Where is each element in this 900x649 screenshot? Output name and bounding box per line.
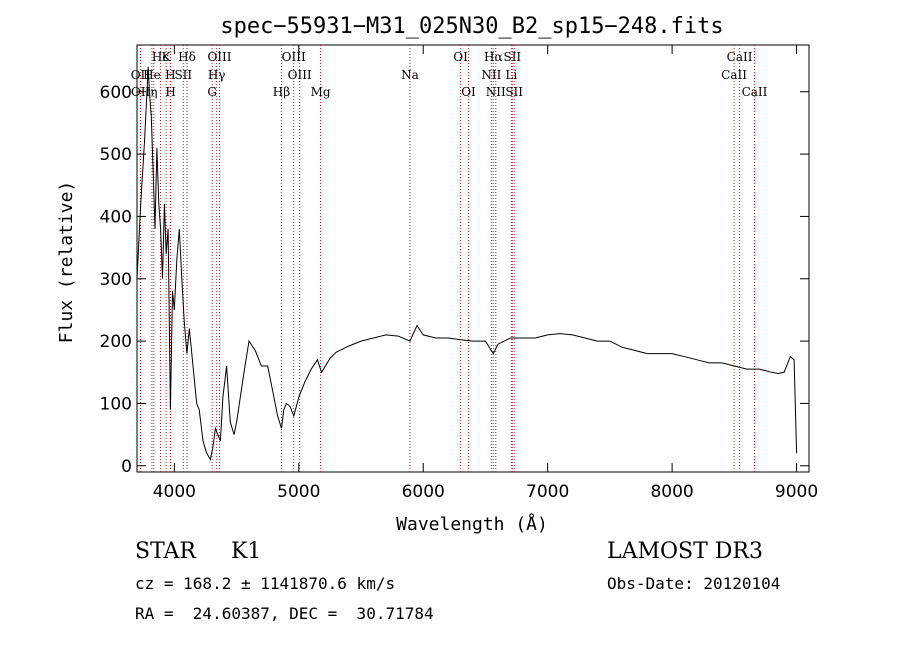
y-tick-label: 300 (100, 270, 132, 290)
object-class: STAR K1 (135, 539, 262, 564)
redshift-velocity: cz = 168.2 ± 1141870.6 km/s (135, 574, 396, 593)
chart-title: spec−55931−M31_025N30_B2_sp15−248.fits (220, 14, 723, 39)
x-tick-label: 8000 (650, 482, 693, 502)
emission-line-markers (139, 45, 755, 472)
line-label: OI (461, 85, 476, 99)
x-axis-ticks: 4000 5000 6000 7000 8000 9000 (153, 45, 818, 502)
observation-date: Obs-Date: 20120104 (607, 574, 781, 593)
line-label: Hγ (208, 68, 226, 82)
line-label: SII (503, 50, 521, 64)
x-tick-label: 6000 (402, 482, 445, 502)
line-label: H (165, 68, 175, 82)
x-tick-label: 4000 (153, 482, 196, 502)
line-label: Na (401, 68, 419, 82)
line-label: Hα (484, 50, 503, 64)
line-label: CaII (742, 85, 768, 99)
y-axis-label: Flux (relative) (56, 181, 77, 344)
sky-coordinates: RA = 24.60387, DEC = 30.71784 (135, 604, 434, 623)
line-label: OIII (282, 50, 306, 64)
survey-name: LAMOST DR3 (607, 539, 763, 564)
y-axis-ticks: 0 100 200 300 400 500 600 (100, 83, 809, 477)
line-label: CaII (721, 68, 747, 82)
y-tick-label: 400 (100, 207, 132, 227)
plot-frame (136, 44, 810, 473)
y-tick-label: 0 (121, 457, 132, 477)
x-tick-label: 5000 (277, 482, 320, 502)
line-label: Mg (311, 85, 331, 99)
line-label: CaII (727, 50, 753, 64)
y-tick-label: 600 (100, 83, 132, 103)
y-tick-label: 100 (100, 394, 132, 414)
line-label: NII (481, 68, 501, 82)
line-label: He (143, 68, 161, 82)
line-label: H (165, 85, 175, 99)
line-label: Li (505, 68, 517, 82)
x-tick-label: 9000 (775, 482, 818, 502)
line-label: η (150, 85, 157, 99)
line-label: OIII (207, 50, 231, 64)
line-label: G (207, 85, 217, 99)
line-label: SII (174, 68, 192, 82)
line-label: OIII (288, 68, 312, 82)
line-label: Hβ (273, 85, 290, 99)
line-label: NII (486, 85, 506, 99)
spectrum-line (136, 66, 798, 461)
x-axis-label: Wavelength (Å) (396, 513, 548, 535)
y-tick-label: 500 (100, 145, 132, 165)
line-label: OII (131, 68, 151, 82)
line-label: Hδ (178, 50, 196, 64)
line-label: Hϵ (152, 50, 169, 64)
line-label: K (162, 50, 172, 64)
x-tick-label: 7000 (526, 482, 569, 502)
line-label: OI (453, 50, 468, 64)
y-tick-label: 200 (100, 332, 132, 352)
line-label: SII (505, 85, 523, 99)
